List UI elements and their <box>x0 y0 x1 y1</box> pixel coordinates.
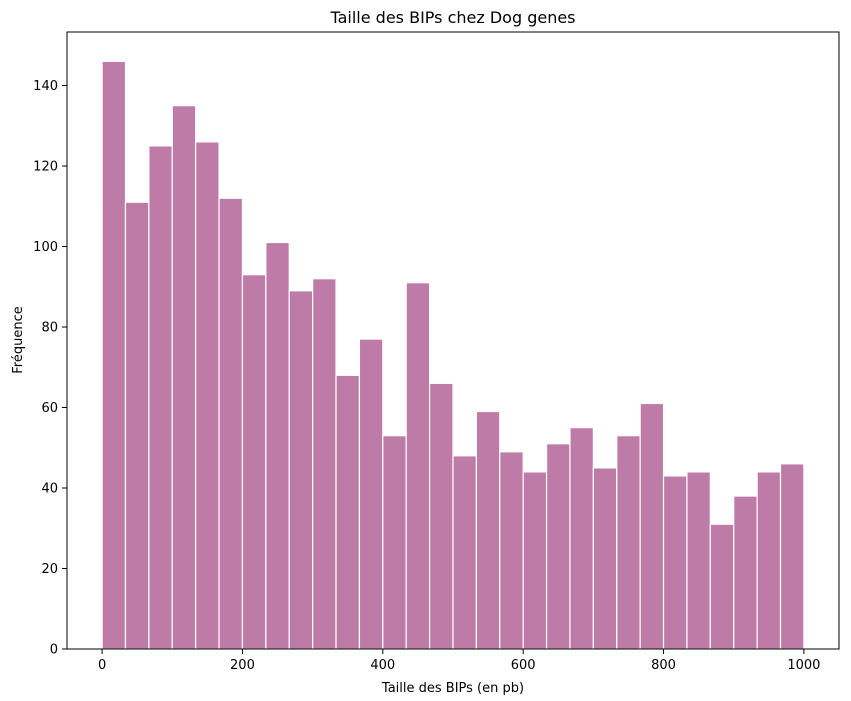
x-tick-label: 600 <box>511 658 536 673</box>
x-tick-label: 0 <box>98 658 106 673</box>
histogram-bar <box>475 410 501 650</box>
x-tick-label: 800 <box>651 658 676 673</box>
histogram-bar <box>662 475 688 650</box>
histogram-bar <box>429 382 454 650</box>
histogram-bar <box>499 451 524 650</box>
y-tick-label: 40 <box>41 482 58 497</box>
y-tick-label: 0 <box>50 643 58 658</box>
histogram-bar <box>639 402 665 650</box>
y-tick-label: 100 <box>33 240 58 255</box>
histogram-bar <box>592 467 618 650</box>
histogram-bar <box>686 471 711 650</box>
bars-group <box>101 60 805 650</box>
histogram-bar <box>124 201 150 650</box>
x-tick-label: 400 <box>370 658 395 673</box>
histogram-bar <box>218 197 244 650</box>
histogram-bar <box>779 463 805 650</box>
x-axis-ticks: 0 200 400 600 800 1000 <box>98 649 820 673</box>
y-tick-label: 140 <box>33 79 58 94</box>
histogram-bar <box>101 60 127 650</box>
histogram-bar <box>241 274 267 650</box>
histogram-bar <box>312 278 337 650</box>
x-tick-label: 1000 <box>787 658 820 673</box>
x-axis-label: Taille des BIPs (en pb) <box>381 681 524 696</box>
histogram-bar <box>382 435 407 650</box>
y-tick-label: 80 <box>41 321 58 336</box>
histogram-bar <box>171 105 197 650</box>
histogram-bar <box>709 523 735 650</box>
histogram-bar <box>265 241 290 650</box>
histogram-bar <box>522 471 548 650</box>
y-tick-label: 60 <box>41 401 58 416</box>
histogram-bar <box>569 427 594 650</box>
histogram-bar <box>335 374 361 650</box>
histogram-bar <box>195 141 220 650</box>
histogram-bar <box>733 495 758 650</box>
histogram-bar <box>358 338 384 650</box>
plot-frame <box>66 31 840 650</box>
chart-title: Taille des BIPs chez Dog genes <box>329 8 575 27</box>
histogram-bar <box>148 145 173 650</box>
y-tick-label: 120 <box>33 160 58 175</box>
histogram-bar <box>545 443 571 650</box>
histogram-bar <box>405 282 431 650</box>
y-axis-label: Fréquence <box>11 306 26 373</box>
histogram-bar <box>288 290 314 650</box>
y-axis-ticks: 0 20 40 60 80 100 120 140 <box>33 79 67 658</box>
histogram-bar <box>452 455 477 650</box>
x-tick-label: 200 <box>230 658 255 673</box>
y-tick-label: 20 <box>41 562 58 577</box>
histogram-bar <box>756 471 782 650</box>
histogram-bar <box>616 435 641 650</box>
